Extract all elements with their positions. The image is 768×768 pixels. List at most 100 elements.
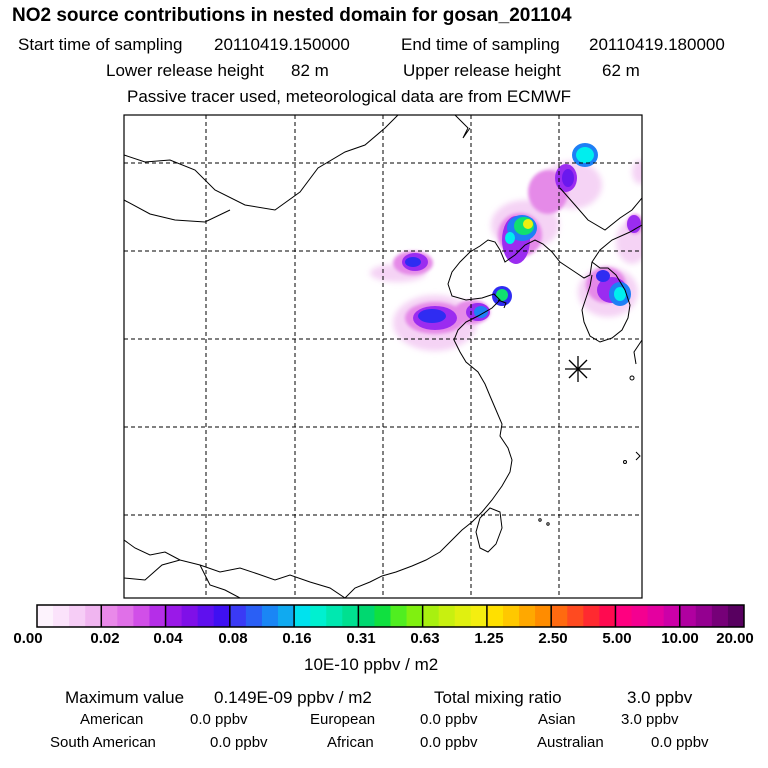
asterisk-icon: [565, 356, 591, 382]
colorbar-cell: [165, 605, 183, 627]
colorbar-frame: [36, 604, 745, 628]
colorbar-cell: [647, 605, 665, 627]
colorbar-cell: [245, 605, 263, 627]
colorbar-cell: [197, 605, 215, 627]
lower-release-label: Lower release height: [106, 61, 264, 80]
region-value: 0.0 ppbv: [420, 711, 478, 728]
colorbar-cell: [390, 605, 407, 627]
colorbar-cell: [470, 605, 488, 627]
coastlines-and-borders: [124, 115, 642, 598]
island-4: [546, 522, 550, 526]
island-5: [635, 451, 641, 461]
colorbar-cell: [85, 605, 102, 627]
total-mixing-value: 3.0 ppbv: [627, 688, 693, 707]
colorbar-cell: [599, 605, 616, 627]
colorbar-cell: [213, 605, 231, 627]
colorbar-cell: [422, 605, 440, 627]
colorbar-cell: [567, 605, 584, 627]
china-coast: [344, 224, 642, 598]
colorbar-cell: [551, 605, 568, 627]
colorbar-cell: [679, 605, 697, 627]
island-3: [538, 518, 542, 522]
colorbar-label: 0.04: [153, 630, 183, 647]
colorbar-label: 0.63: [410, 630, 440, 647]
upper-release-value: 62 m: [602, 61, 640, 80]
region-name: European: [310, 711, 376, 728]
colorbar-cell: [69, 605, 86, 627]
colorbar-cell: [583, 605, 600, 627]
colorbar-label: 20.00: [716, 630, 754, 647]
colorbar-label: 10.00: [661, 630, 699, 647]
region-name: American: [80, 711, 144, 728]
colorbar-label: 1.25: [474, 630, 504, 647]
region-value: 0.0 ppbv: [210, 734, 268, 751]
page-title: NO2 source contributions in nested domai…: [12, 5, 572, 26]
region-value: 0.0 ppbv: [420, 734, 478, 751]
colorbar-cell: [519, 605, 536, 627]
mongolia-border: [124, 115, 399, 211]
colorbar-label: 0.02: [90, 630, 120, 647]
southwest-border: [124, 539, 181, 561]
colorbar-cell: [663, 605, 681, 627]
start-time-value: 20110419.150000: [214, 35, 350, 54]
inner-border: [124, 199, 231, 223]
colorbar-cell: [342, 605, 359, 627]
colorbar-cell: [310, 605, 327, 627]
region-name: South American: [50, 734, 156, 751]
start-time-label: Start time of sampling: [18, 35, 183, 54]
upper-release-label: Upper release height: [403, 61, 561, 80]
colorbar-cell: [535, 605, 552, 627]
colorbar-cell: [502, 605, 520, 627]
region-name: Asian: [538, 711, 576, 728]
total-mixing-label: Total mixing ratio: [434, 688, 562, 707]
colorbar: [37, 605, 745, 627]
colorbar-cell: [149, 605, 166, 627]
korea-coast: [581, 261, 631, 343]
colorbar-label: 0.00: [13, 630, 43, 647]
region-value: 0.0 ppbv: [651, 734, 709, 751]
south-border: [124, 559, 346, 598]
colorbar-cell: [615, 605, 632, 627]
colorbar-cell: [711, 605, 729, 627]
colorbar-cell: [278, 605, 295, 627]
colorbar-cell: [454, 605, 472, 627]
region-name: Australian: [537, 734, 604, 751]
colorbar-cell: [695, 605, 713, 627]
colorbar-cell: [438, 605, 456, 627]
colorbar-cell: [261, 605, 279, 627]
colorbar-label: 0.16: [282, 630, 312, 647]
japan-island: [633, 339, 642, 365]
end-time-value: 20110419.180000: [589, 35, 725, 54]
plume-core: [496, 147, 626, 301]
map-frame: [123, 114, 643, 599]
colorbar-cell: [37, 605, 54, 627]
graticule: [124, 115, 642, 598]
max-value-label: Maximum value: [65, 688, 185, 707]
colorbar-cell: [631, 605, 648, 627]
colorbar-cell: [326, 605, 343, 627]
korea-china-border: [559, 187, 642, 231]
taiwan: [475, 507, 503, 553]
colorbar-label: 2.50: [538, 630, 568, 647]
region-value: 0.0 ppbv: [190, 711, 248, 728]
end-time-label: End time of sampling: [401, 35, 560, 54]
colorbar-label: 0.08: [218, 630, 248, 647]
colorbar-cell: [486, 605, 504, 627]
max-value: 0.149E-09 ppbv / m2: [214, 688, 372, 707]
tracer-note: Passive tracer used, meteorological data…: [127, 87, 572, 106]
island-1: [629, 375, 635, 381]
shandong-island: [497, 299, 507, 309]
colorbar-ticks: [100, 605, 681, 627]
concentration-plumes: [370, 143, 642, 351]
colorbar-unit: 10E-10 ppbv / m2: [304, 655, 439, 674]
west-border: [199, 564, 241, 598]
colorbar-label: 0.31: [346, 630, 376, 647]
island-2: [623, 460, 627, 464]
colorbar-cell: [374, 605, 391, 627]
colorbar-cell: [101, 605, 118, 627]
colorbar-cell: [117, 605, 134, 627]
region-value: 3.0 ppbv: [621, 711, 679, 728]
region-name: African: [327, 734, 374, 751]
colorbar-cell: [181, 605, 199, 627]
